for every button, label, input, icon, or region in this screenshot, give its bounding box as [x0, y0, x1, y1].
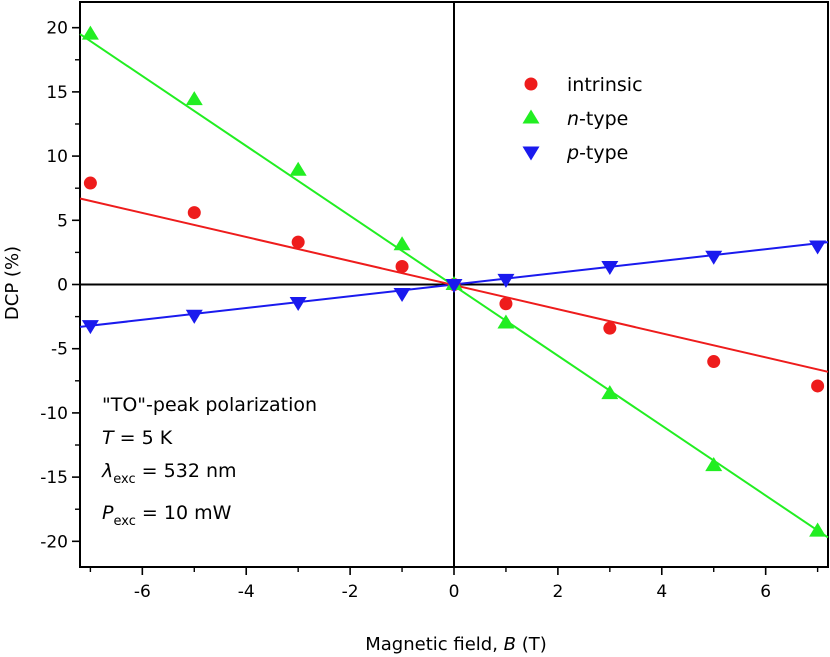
x-axis-title-var: B — [504, 634, 516, 655]
x-axis-title-text: Magnetic field, — [365, 634, 503, 655]
data-point-n-type — [601, 385, 619, 400]
data-point-p-type — [445, 278, 463, 293]
legend-label-intrinsic: intrinsic — [567, 74, 643, 96]
data-point-n-type — [289, 161, 307, 176]
legend-marker-p-type — [522, 146, 540, 161]
data-point-intrinsic — [187, 206, 201, 220]
x-axis-title: Magnetic field, B (T) — [365, 634, 547, 655]
data-point-p-type — [601, 260, 619, 276]
annotation-line-1: "TO"-peak polarization — [102, 394, 317, 416]
data-point-p-type — [497, 273, 515, 288]
legend: intrinsic n-type p-type — [522, 74, 643, 164]
annotation-line-2: T = 5 K — [102, 427, 173, 449]
data-point-n-type — [809, 522, 827, 537]
data-point-n-type — [705, 457, 723, 472]
data-point-p-type — [393, 287, 411, 302]
data-point-n-type — [185, 91, 203, 106]
legend-label-p-type: p-type — [566, 142, 628, 164]
y-tick-label: 5 — [57, 211, 68, 231]
data-point-intrinsic — [291, 235, 305, 249]
data-point-intrinsic — [811, 379, 825, 393]
annotation: "TO"-peak polarization T = 5 K λexc = 532 … — [101, 394, 317, 529]
data-point-n-type — [497, 314, 515, 329]
y-tick-label: -15 — [40, 468, 68, 488]
y-tick-label: 0 — [57, 276, 68, 296]
legend-marker-intrinsic — [524, 77, 538, 91]
data-point-p-type — [809, 240, 827, 255]
y-tick-label: -10 — [40, 404, 68, 424]
annotation-line-4: Pexc = 10 mW — [102, 502, 232, 529]
y-tick-label: 10 — [46, 147, 68, 167]
x-tick-label: 0 — [449, 582, 460, 602]
x-tick-label: 6 — [760, 582, 771, 602]
data-point-intrinsic — [395, 260, 409, 274]
data-point-intrinsic — [499, 297, 513, 311]
data-points — [81, 25, 827, 537]
annotation-line-3: λexc = 532 nm — [101, 460, 237, 487]
data-point-p-type — [81, 320, 99, 335]
legend-marker-n-type — [522, 109, 540, 124]
x-tick-label: -2 — [342, 582, 359, 602]
legend-label-n-type: n-type — [567, 108, 628, 130]
y-tick-label: -20 — [40, 532, 68, 552]
y-axis: 20 15 10 5 0 -5 -10 -15 -20 — [40, 19, 80, 552]
data-point-n-type — [81, 25, 99, 40]
x-tick-label: 4 — [656, 582, 667, 602]
data-point-n-type — [393, 236, 411, 251]
data-point-intrinsic — [707, 355, 721, 369]
data-point-p-type — [185, 309, 203, 324]
data-point-p-type — [289, 296, 307, 311]
x-axis: -6 -4 -2 0 2 4 6 — [89, 567, 819, 602]
data-point-intrinsic — [83, 176, 97, 190]
y-tick-label: -5 — [51, 340, 68, 360]
data-point-intrinsic — [603, 321, 617, 335]
y-axis-title: DCP (%) — [2, 246, 23, 320]
y-tick-label: 20 — [46, 19, 68, 39]
x-axis-title-unit: (T) — [516, 634, 547, 655]
data-point-p-type — [705, 250, 723, 265]
x-tick-label: 2 — [552, 582, 563, 602]
x-tick-label: -4 — [238, 582, 255, 602]
y-tick-label: 15 — [46, 83, 68, 103]
x-tick-label: -6 — [134, 582, 151, 602]
